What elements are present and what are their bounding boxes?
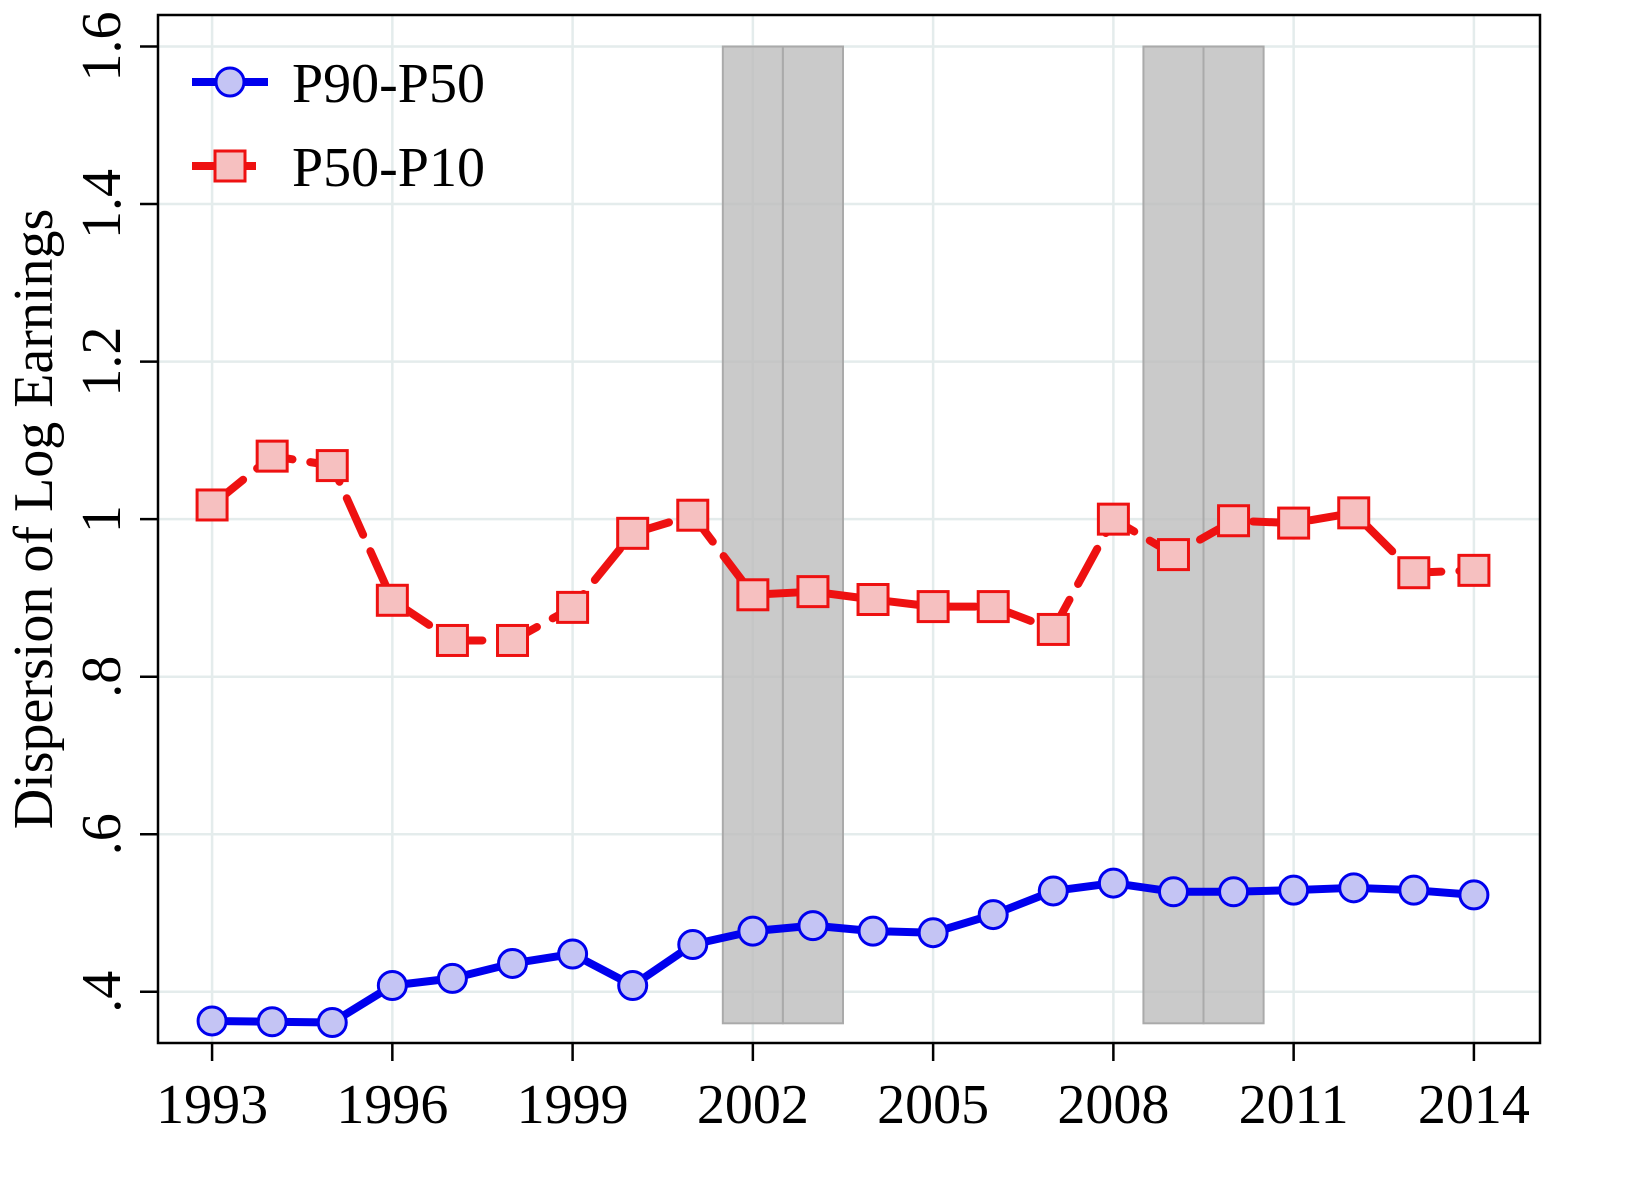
- data-point: [497, 947, 529, 979]
- legend-marker: [213, 149, 247, 183]
- y-tick-label: 1.2: [71, 327, 133, 397]
- data-point: [1036, 612, 1070, 646]
- series-layer: [195, 439, 1491, 1039]
- data-point: [195, 488, 229, 522]
- legend: P90-P50 P50-P10: [192, 53, 485, 199]
- legend-label: P50-P10: [292, 137, 485, 199]
- plot-frame: [156, 13, 1542, 1045]
- x-tick-label: 2008: [1057, 1074, 1169, 1136]
- data-point: [856, 583, 890, 617]
- data-point: [556, 590, 590, 624]
- data-point: [917, 917, 949, 949]
- data-point: [435, 623, 469, 657]
- series-P90-P50: [196, 867, 1490, 1039]
- x-tick-label: 2014: [1418, 1074, 1530, 1136]
- data-point: [1037, 875, 1069, 907]
- data-point: [375, 583, 409, 617]
- data-point: [616, 516, 650, 550]
- data-point: [1457, 553, 1491, 587]
- data-point: [1277, 506, 1311, 540]
- data-point: [376, 969, 408, 1001]
- data-point: [1398, 874, 1430, 906]
- data-point: [916, 590, 950, 624]
- y-tick-label: 1.4: [71, 169, 133, 239]
- data-point: [436, 962, 468, 994]
- data-point: [977, 899, 1009, 931]
- data-point: [315, 449, 349, 483]
- series-P50-P10: [195, 439, 1491, 657]
- data-point: [1278, 874, 1310, 906]
- y-tick-label: .4: [71, 971, 133, 1013]
- data-point: [736, 578, 770, 612]
- legend-label: P90-P50: [292, 53, 485, 115]
- data-point: [557, 938, 589, 970]
- legend-marker: [214, 66, 246, 98]
- data-point: [316, 1007, 348, 1039]
- data-point: [1337, 496, 1371, 530]
- data-point: [256, 1006, 288, 1038]
- y-tick-label: 1.6: [71, 12, 133, 82]
- data-point: [1397, 556, 1431, 590]
- series-line-P50-P10: [208, 452, 1478, 645]
- legend-item-P50-P10: P50-P10: [192, 137, 485, 199]
- y-tick-label: .8: [71, 656, 133, 698]
- data-point: [1338, 872, 1370, 904]
- data-point: [1458, 879, 1490, 911]
- y-tick-label: 1: [71, 505, 133, 533]
- data-point: [976, 590, 1010, 624]
- data-point: [677, 929, 709, 961]
- data-point: [737, 915, 769, 947]
- data-point: [1156, 538, 1190, 572]
- data-point: [255, 439, 289, 473]
- data-point: [1218, 876, 1250, 908]
- data-point: [796, 575, 830, 609]
- data-point: [1217, 504, 1251, 538]
- x-tick-label: 1993: [156, 1074, 268, 1136]
- axes: 1993 1996 1999 2002 2005 2008 2011 2014 .4 .6 .8 1 1…: [71, 12, 1530, 1136]
- x-tick-label: 1996: [336, 1074, 448, 1136]
- shaded-region: [721, 45, 784, 1025]
- data-point: [676, 498, 710, 532]
- x-tick-label: 1999: [517, 1074, 629, 1136]
- data-point: [797, 910, 829, 942]
- series-line-P90-P50: [208, 879, 1478, 1027]
- y-axis-title: Dispersion of Log Earnings: [3, 209, 65, 830]
- data-point: [617, 969, 649, 1001]
- data-point: [1097, 867, 1129, 899]
- data-point: [857, 915, 889, 947]
- data-point: [196, 1005, 228, 1037]
- x-tick-label: 2011: [1239, 1074, 1349, 1136]
- shaded-region: [781, 45, 844, 1025]
- data-point: [1157, 876, 1189, 908]
- data-point: [1096, 502, 1130, 536]
- shaded-region: [1142, 45, 1205, 1025]
- legend-item-P90-P50: P90-P50: [192, 53, 485, 115]
- y-tick-label: .6: [71, 813, 133, 855]
- x-tick-label: 2005: [877, 1074, 989, 1136]
- data-point: [496, 623, 530, 657]
- x-tick-label: 2002: [697, 1074, 809, 1136]
